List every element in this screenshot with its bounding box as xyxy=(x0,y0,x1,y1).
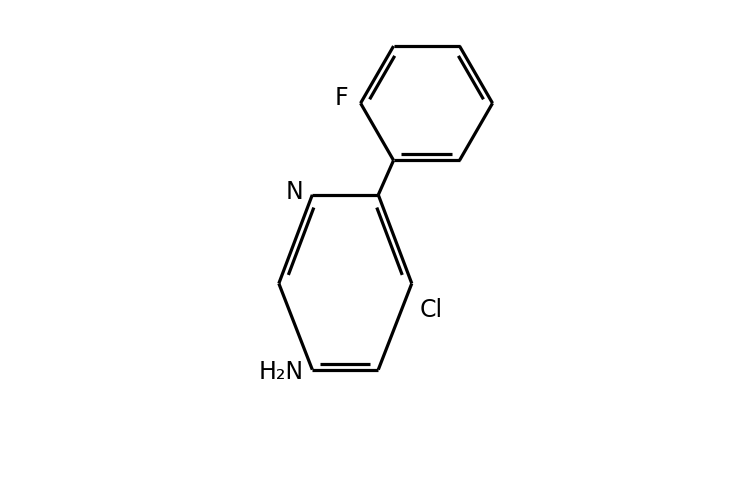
Text: Cl: Cl xyxy=(419,298,442,322)
Text: N: N xyxy=(285,180,304,204)
Text: F: F xyxy=(334,86,348,110)
Text: H₂N: H₂N xyxy=(258,360,304,384)
